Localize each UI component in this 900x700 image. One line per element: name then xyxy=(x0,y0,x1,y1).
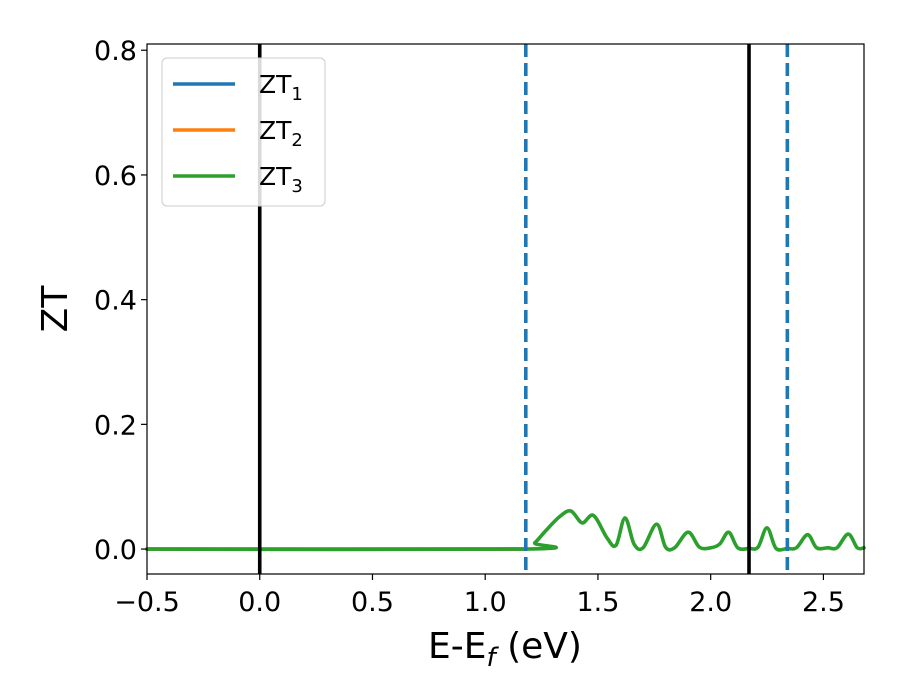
y-axis-ticks: 0.0 0.2 0.4 0.6 0.8 xyxy=(94,36,147,566)
plot-frame xyxy=(146,43,865,575)
y-tick-label: 0.6 xyxy=(94,161,137,192)
x-tick-label: 1.5 xyxy=(576,587,619,618)
vertical-lines xyxy=(257,44,790,574)
x-axis-ticks: −0.5 0.0 0.5 1.0 1.5 2.0 2.5 xyxy=(114,574,845,618)
legend-box xyxy=(161,57,326,207)
x-tick-label: 2.0 xyxy=(689,587,732,618)
x-tick-label: 2.5 xyxy=(802,587,845,618)
series-line-3 xyxy=(145,509,866,552)
y-tick-label: 0.8 xyxy=(94,36,137,67)
y-tick-label: 0.2 xyxy=(94,410,137,441)
x-tick-label: 1.0 xyxy=(464,587,507,618)
y-axis-label: ZT xyxy=(35,285,76,333)
x-tick-label: 0.0 xyxy=(238,587,281,618)
y-tick-label: 0.0 xyxy=(94,535,137,566)
x-tick-label: 0.5 xyxy=(351,587,394,618)
x-tick-label: −0.5 xyxy=(114,587,180,618)
x-axis-label: E-Ef (eV) xyxy=(428,626,582,673)
plot-lines xyxy=(145,509,866,552)
y-tick-label: 0.4 xyxy=(94,286,137,317)
